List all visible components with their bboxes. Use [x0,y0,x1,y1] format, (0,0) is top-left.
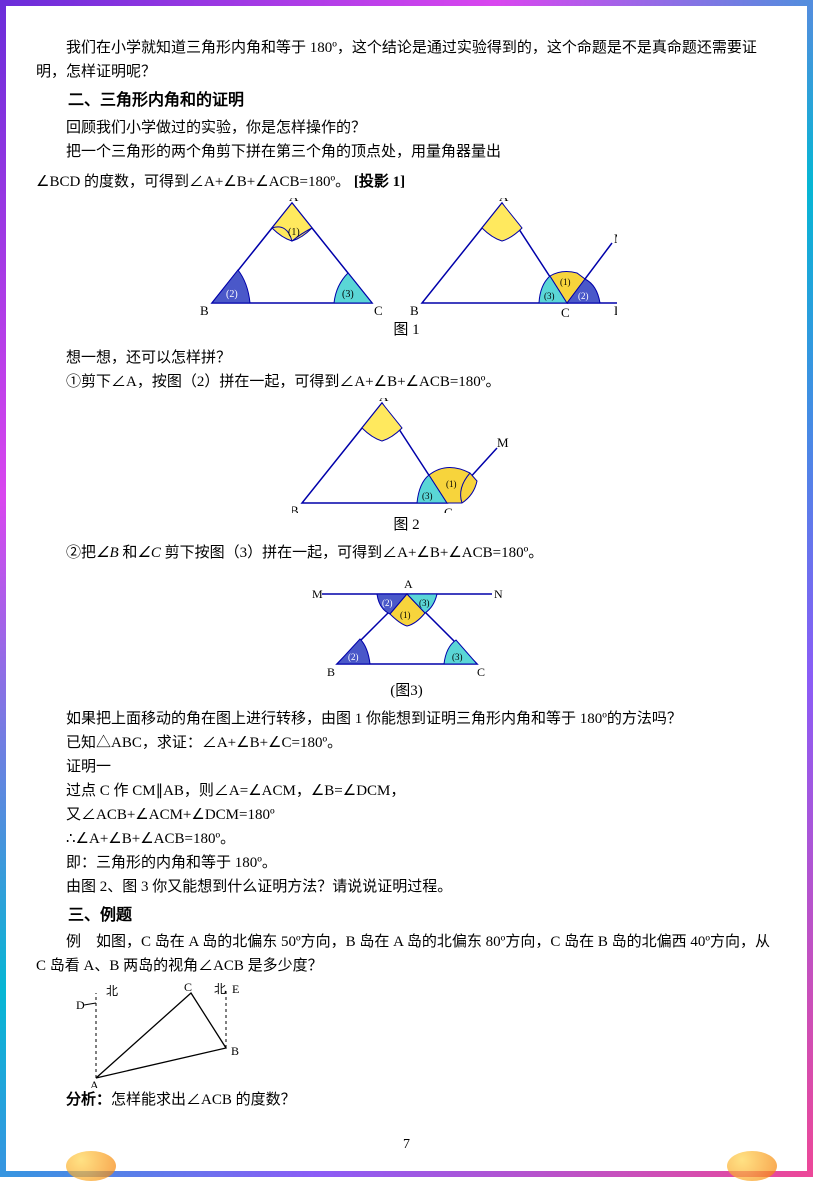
svg-text:C: C [444,505,453,513]
svg-text:北: 北 [214,982,226,996]
svg-text:(3): (3) [419,598,430,608]
figure-3: (2) (1) (3) (2) (3) A M N B C (图3) [36,569,777,703]
svg-text:A: A [289,198,299,204]
svg-text:(2): (2) [382,598,393,608]
svg-text:D: D [76,998,85,1012]
svg-text:(3): (3) [452,652,463,662]
paragraph-6: ①剪下∠A，按图（2）拼在一起，可得到∠A+∠B+∠ACB=180º。 [36,370,777,394]
paragraph-17: 分析：怎样能求出∠ACB 的度数？ [36,1088,777,1112]
paragraph-4b: [投影 1] [354,174,405,190]
svg-text:北: 北 [106,984,118,998]
svg-text:M: M [614,231,617,246]
paragraph-7: ②把∠B 和∠C 剪下按图（3）拼在一起，可得到∠A+∠B+∠ACB=180º。 [36,541,777,565]
figure-example: 北 D A B C E 北 [66,978,777,1088]
svg-text:B: B [327,665,335,679]
paragraph-9: 已知△ABC，求证：∠A+∠B+∠C=180º。 [36,731,777,755]
svg-text:B: B [200,303,209,318]
figure-1: (1) (2) (3) A B C (3) (1) (2) A B C D M … [36,198,777,342]
analysis-label: 分析： [66,1092,111,1108]
svg-text:A: A [90,1078,99,1088]
paragraph-3: 把一个三角形的两个角剪下拼在第三个角的顶点处，用量角器量出 [36,140,777,164]
paragraph-10: 证明一 [36,755,777,779]
svg-text:D: D [614,303,617,318]
svg-text:(3): (3) [422,491,433,501]
svg-text:C: C [184,980,192,994]
figure-1-caption: 图 1 [36,318,777,342]
svg-text:(2): (2) [578,291,589,301]
svg-text:(2): (2) [348,652,359,662]
svg-text:B: B [410,303,419,318]
svg-text:A: A [404,577,413,591]
paragraph-16: 例 如图，C 岛在 A 岛的北偏东 50º方向，B 岛在 A 岛的北偏东 80º… [36,930,777,978]
svg-text:(3): (3) [342,289,354,300]
svg-text:A: A [499,198,509,204]
svg-text:C: C [374,303,383,318]
analysis-text: 怎样能求出∠ACB 的度数？ [111,1092,296,1108]
paragraph-4: ∠BCD 的度数，可得到∠A+∠B+∠ACB=180º。 [投影 1] [36,170,777,194]
paragraph-15: 由图 2、图 3 你又能想到什么证明方法？请说说证明过程。 [36,875,777,899]
svg-text:(1): (1) [446,479,457,489]
svg-text:(1): (1) [288,227,300,238]
heading-proof: 二、三角形内角和的证明 [68,88,777,114]
figure-2: (3) (1) A B C M 图 2 [36,398,777,537]
svg-text:A: A [379,398,389,404]
paragraph-1: 我们在小学就知道三角形内角和等于 180º，这个结论是通过实验得到的，这个命题是… [36,36,777,84]
paragraph-11: 过点 C 作 CM∥AB，则∠A=∠ACM，∠B=∠DCM， [36,779,777,803]
svg-text:B: B [231,1044,239,1058]
figure-2-caption: 图 2 [36,513,777,537]
svg-text:M: M [312,587,323,601]
svg-text:C: C [477,665,485,679]
svg-text:(3): (3) [544,291,555,301]
page-number: 7 [6,1137,807,1153]
svg-text:B: B [292,503,299,513]
svg-text:C: C [561,305,570,318]
svg-text:E: E [232,982,239,996]
svg-text:M: M [497,435,509,450]
paragraph-5: 想一想，还可以怎样拼？ [36,346,777,370]
paragraph-13: ∴∠A+∠B+∠ACB=180º。 [36,827,777,851]
svg-text:N: N [494,587,503,601]
svg-text:(1): (1) [400,610,411,620]
paragraph-12: 又∠ACB+∠ACM+∠DCM=180º [36,803,777,827]
figure-3-caption: (图3) [36,679,777,703]
svg-text:(2): (2) [226,289,238,300]
paragraph-14: 即：三角形的内角和等于 180º。 [36,851,777,875]
paragraph-4a: ∠BCD 的度数，可得到∠A+∠B+∠ACB=180º。 [36,174,350,190]
heading-example: 三、例题 [68,903,777,929]
paragraph-8: 如果把上面移动的角在图上进行转移，由图 1 你能想到证明三角形内角和等于 180… [36,707,777,731]
paragraph-2: 回顾我们小学做过的实验，你是怎样操作的？ [36,116,777,140]
svg-text:(1): (1) [560,277,571,287]
